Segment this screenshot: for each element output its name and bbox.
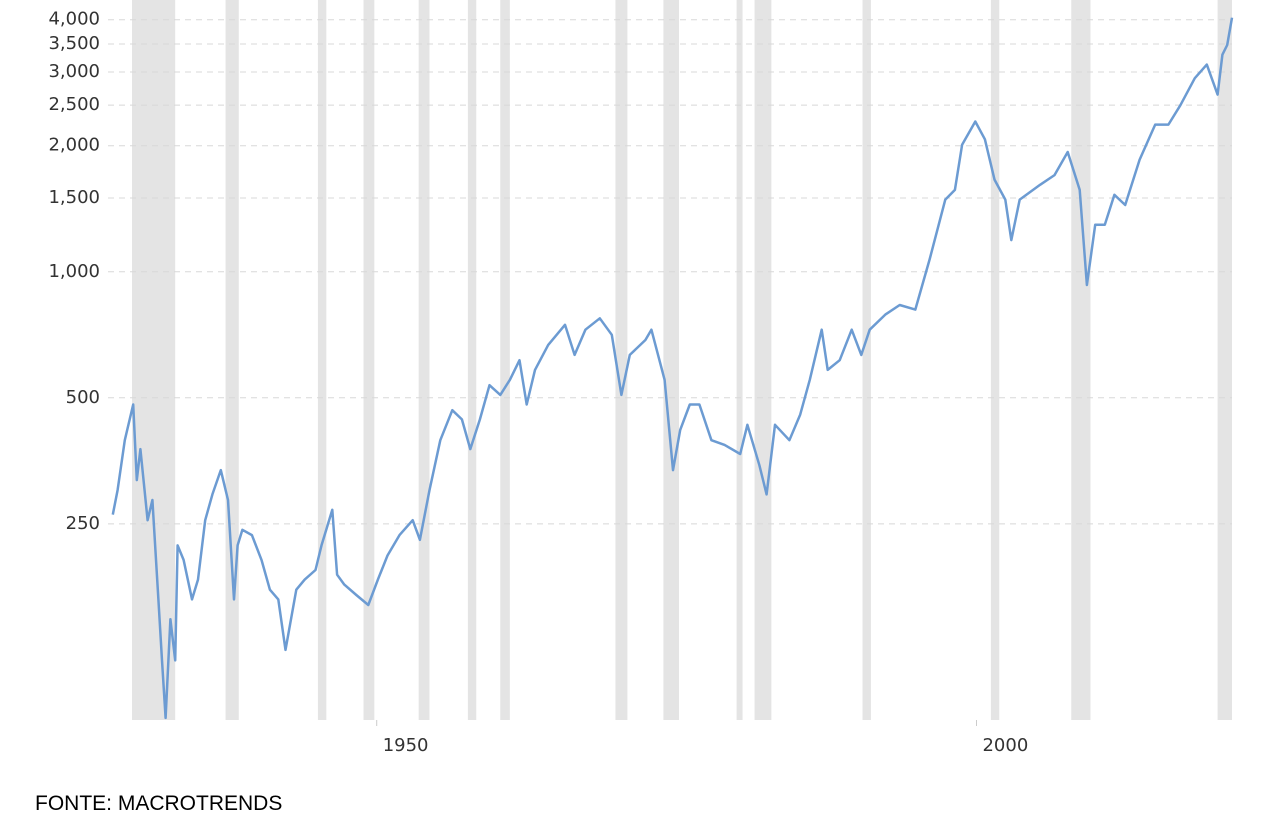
price-line [111, 17, 1234, 720]
recession-band [500, 0, 510, 720]
y-tick-label: 3,500 [48, 33, 100, 54]
recession-band [317, 0, 327, 720]
x-tick-label: 1950 [383, 735, 429, 756]
y-tick-label: 3,000 [48, 61, 100, 82]
recession-band [418, 0, 430, 720]
recession-band [131, 0, 176, 720]
y-tick-label: 1,000 [48, 261, 100, 282]
y-tick-label: 4,000 [48, 9, 100, 30]
chart: 250 500 1,000 1,500 2,000 2,500 3,000 3,500 4,00… [48, 0, 1234, 756]
y-tick-label: 250 [66, 513, 100, 534]
recession-bands [131, 0, 1232, 720]
y-tick-label: 2,500 [48, 94, 100, 115]
recession-band [862, 0, 871, 720]
x-tick-label: 2000 [982, 735, 1028, 756]
recession-band [1071, 0, 1091, 720]
recession-band [754, 0, 772, 720]
recession-band [363, 0, 375, 720]
y-tick-label: 1,500 [48, 187, 100, 208]
y-tick-label: 2,000 [48, 135, 100, 156]
recession-band [225, 0, 239, 720]
recession-band [736, 0, 743, 720]
recession-band [990, 0, 1000, 720]
y-tick-label: 500 [66, 387, 100, 408]
recession-band [615, 0, 628, 720]
recession-band [1217, 0, 1232, 720]
source-note: FONTE: MACROTRENDS [35, 792, 283, 815]
recession-band [663, 0, 679, 720]
recession-band [467, 0, 477, 720]
